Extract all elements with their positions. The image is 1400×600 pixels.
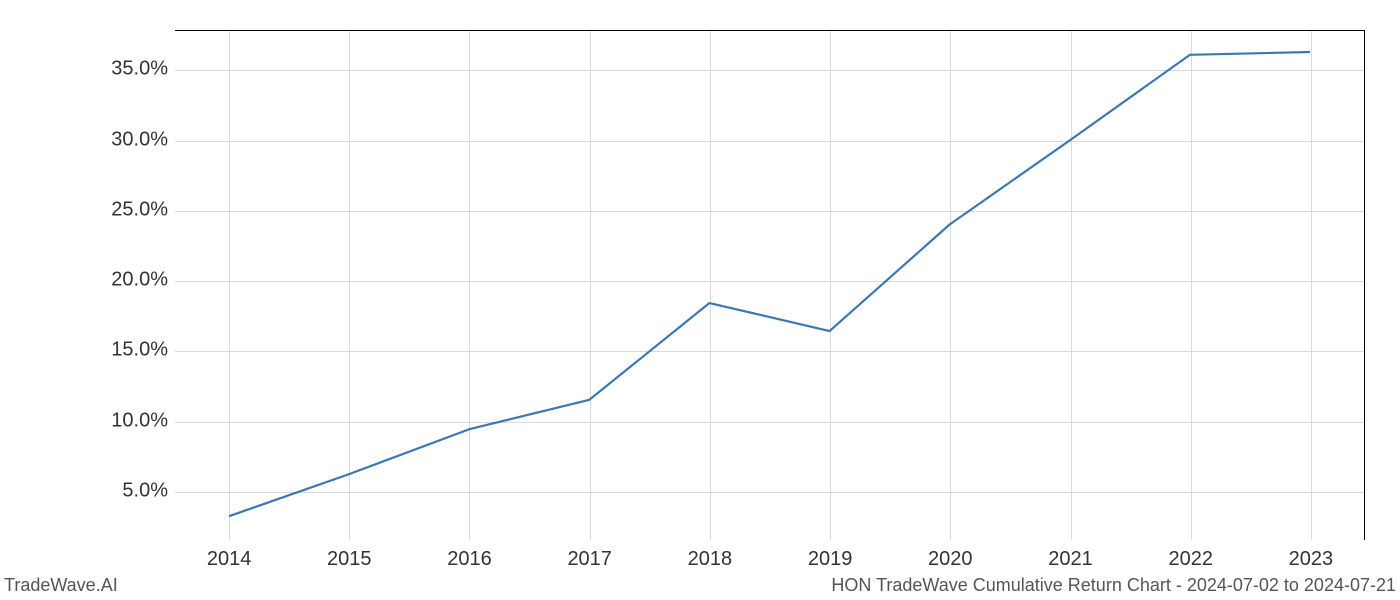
- chart-plot-area: [175, 30, 1365, 540]
- x-axis-tick-label: 2015: [327, 548, 372, 571]
- line-series: [175, 31, 1364, 540]
- x-axis-tick-label: 2023: [1289, 548, 1334, 571]
- footer-caption: HON TradeWave Cumulative Return Chart - …: [831, 575, 1396, 596]
- footer-brand: TradeWave.AI: [4, 575, 118, 596]
- y-axis-tick-label: 5.0%: [122, 479, 168, 502]
- y-axis-tick-label: 30.0%: [111, 128, 168, 151]
- x-axis-tick-label: 2016: [447, 548, 492, 571]
- cumulative-return-line: [229, 52, 1310, 516]
- x-axis-tick-label: 2021: [1048, 548, 1093, 571]
- x-axis-tick-label: 2017: [567, 548, 612, 571]
- x-axis-tick-label: 2019: [808, 548, 853, 571]
- y-axis-tick-label: 15.0%: [111, 339, 168, 362]
- x-axis-tick-label: 2018: [688, 548, 733, 571]
- y-axis-tick-label: 10.0%: [111, 409, 168, 432]
- y-axis-tick-label: 35.0%: [111, 58, 168, 81]
- x-axis-tick-label: 2022: [1168, 548, 1213, 571]
- x-axis-tick-label: 2020: [928, 548, 973, 571]
- x-axis-tick-label: 2014: [207, 548, 252, 571]
- y-axis-tick-label: 25.0%: [111, 198, 168, 221]
- y-axis-tick-label: 20.0%: [111, 269, 168, 292]
